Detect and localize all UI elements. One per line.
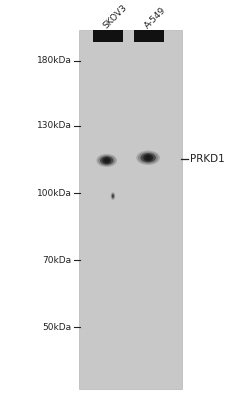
Text: 70kDa: 70kDa [42,256,72,264]
Bar [79,30,182,388]
Text: A-549: A-549 [143,5,168,30]
Ellipse shape [146,155,151,160]
Text: 50kDa: 50kDa [42,323,72,332]
Bar [134,30,164,42]
Text: 180kDa: 180kDa [37,56,72,65]
Ellipse shape [111,192,115,200]
Ellipse shape [141,153,156,162]
Ellipse shape [138,152,158,164]
Ellipse shape [143,154,153,161]
Ellipse shape [96,154,117,167]
Text: 130kDa: 130kDa [37,122,72,130]
Ellipse shape [100,156,114,165]
Ellipse shape [102,157,111,164]
Text: SKOV3: SKOV3 [101,3,129,30]
Text: PRKD1: PRKD1 [190,154,224,164]
Bar [93,30,123,42]
Ellipse shape [98,155,116,166]
Text: 100kDa: 100kDa [37,188,72,198]
Ellipse shape [112,194,114,198]
Ellipse shape [104,158,109,163]
Ellipse shape [136,150,160,165]
Ellipse shape [111,194,114,198]
